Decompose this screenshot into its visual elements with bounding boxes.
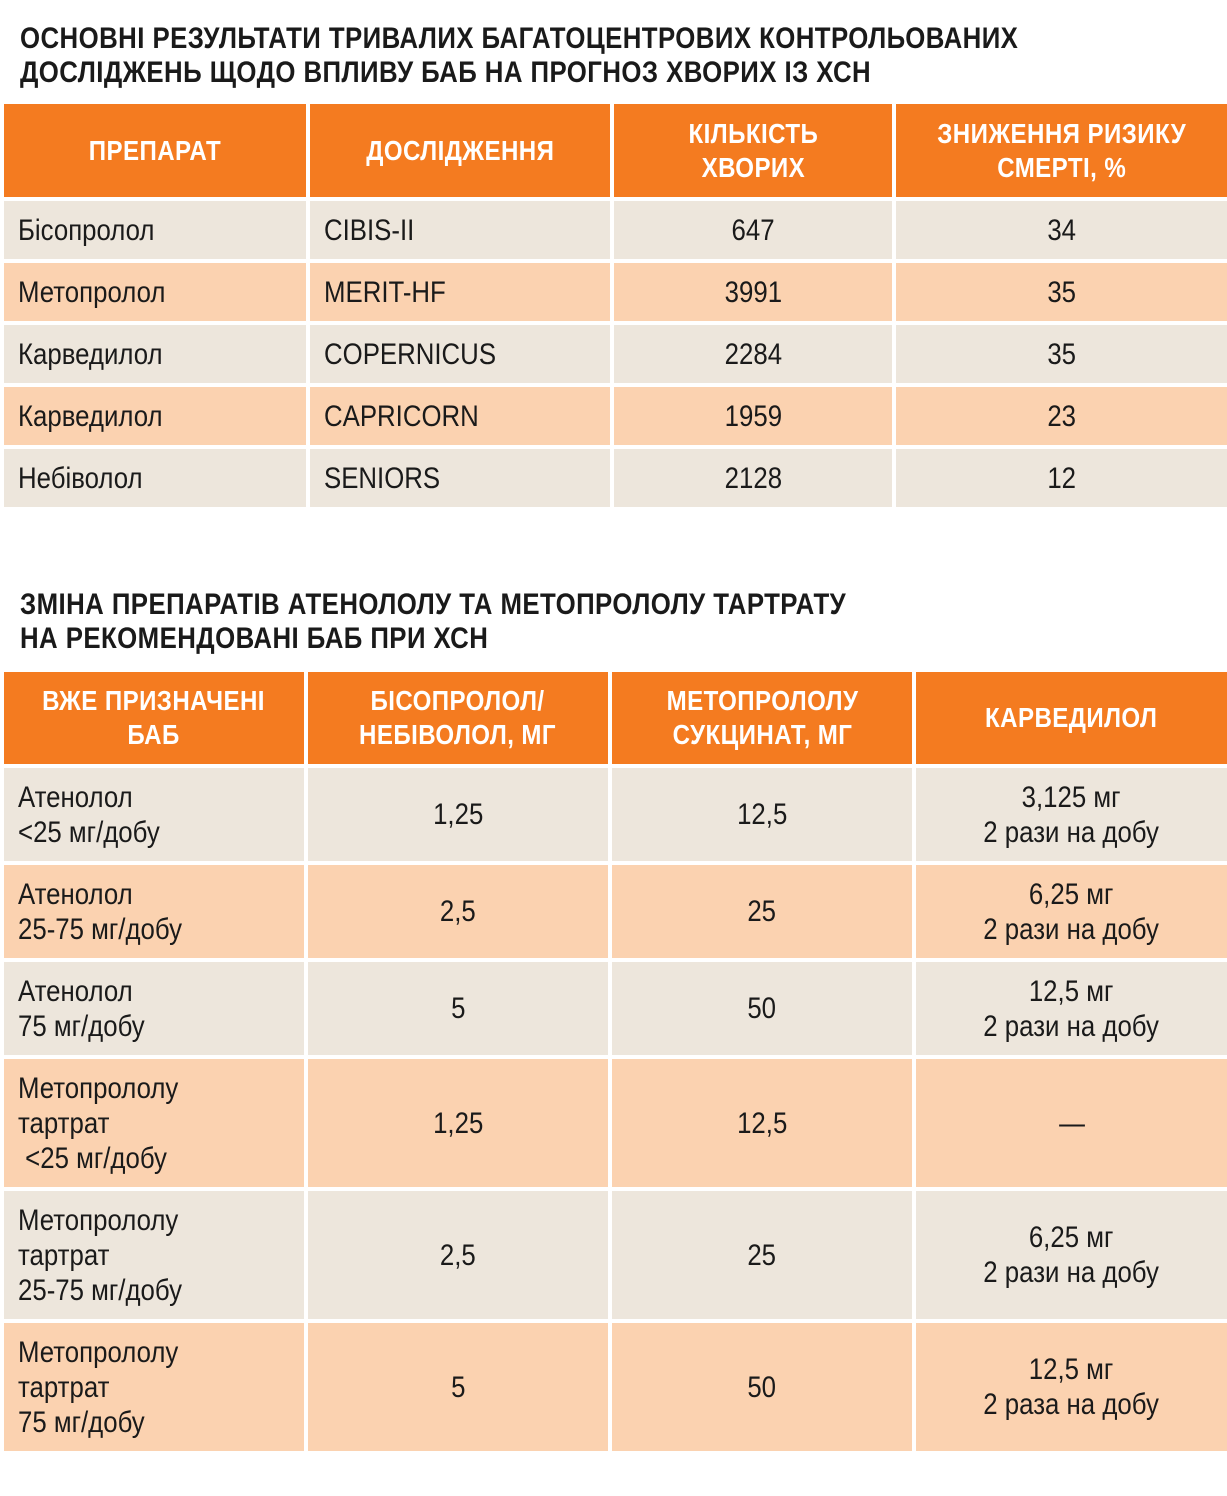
cell-patients: 2128 bbox=[614, 449, 892, 507]
cell-study: COPERNICUS bbox=[310, 325, 610, 383]
table-row: Метопрололу тартрат 25-75 мг/добу 2,5 25 6… bbox=[4, 1191, 1227, 1319]
cell-current-bab: Атенолол 75 мг/добу bbox=[4, 962, 304, 1055]
cell-current-bab: Атенолол <25 мг/добу bbox=[4, 768, 304, 861]
cell-bisoprolol: 2,5 bbox=[308, 865, 608, 958]
cell-patients: 647 bbox=[614, 201, 892, 259]
cell-risk-reduction: 35 bbox=[896, 263, 1227, 321]
cell-drug: Карведилол bbox=[4, 325, 306, 383]
cell-carvedilol: 6,25 мг 2 рази на добу bbox=[916, 865, 1227, 958]
table1-title-line: ОСНОВНІ РЕЗУЛЬТАТИ ТРИВАЛИХ БАГАТОЦЕНТРО… bbox=[20, 22, 1019, 55]
table-row: Атенолол 25-75 мг/добу 2,5 25 6,25 мг 2 ра… bbox=[4, 865, 1227, 958]
column-header-metoprolol-succinate: МЕТОПРОЛОЛУ СУКЦИНАТ, МГ bbox=[612, 672, 912, 764]
cell-current-bab: Атенолол 25-75 мг/добу bbox=[4, 865, 304, 958]
cell-carvedilol: 12,5 мг 2 раза на добу bbox=[916, 1323, 1227, 1451]
cell-metoprolol: 25 bbox=[612, 1191, 912, 1319]
cell-drug: Бісопролол bbox=[4, 201, 306, 259]
cell-bisoprolol: 1,25 bbox=[308, 768, 608, 861]
cell-metoprolol: 12,5 bbox=[612, 768, 912, 861]
table-row: Небіволол SENIORS 2128 12 bbox=[4, 449, 1227, 507]
column-header-patients: КІЛЬКІСТЬ ХВОРИХ bbox=[614, 104, 892, 197]
column-header-risk-reduction: ЗНИЖЕННЯ РИЗИКУ СМЕРТІ, % bbox=[896, 104, 1227, 197]
cell-bisoprolol: 1,25 bbox=[308, 1059, 608, 1187]
table-row: Карведилол COPERNICUS 2284 35 bbox=[4, 325, 1227, 383]
table-row: Бісопролол CIBIS-II 647 34 bbox=[4, 201, 1227, 259]
table1-title: ОСНОВНІ РЕЗУЛЬТАТИ ТРИВАЛИХ БАГАТОЦЕНТРО… bbox=[20, 22, 1018, 90]
cell-carvedilol: 6,25 мг 2 рази на добу bbox=[916, 1191, 1227, 1319]
table-row: Атенолол <25 мг/добу 1,25 12,5 3,125 мг 2 … bbox=[4, 768, 1227, 861]
table-row: Атенолол 75 мг/добу 5 50 12,5 мг 2 рази на… bbox=[4, 962, 1227, 1055]
table-row: Метопролол MERIT-HF 3991 35 bbox=[4, 263, 1227, 321]
cell-current-bab: Метопрололу тартрат <25 мг/добу bbox=[4, 1059, 304, 1187]
cell-study: MERIT-HF bbox=[310, 263, 610, 321]
cell-risk-reduction: 23 bbox=[896, 387, 1227, 445]
column-header-drug: ПРЕПАРАТ bbox=[4, 104, 306, 197]
cell-bisoprolol: 5 bbox=[308, 1323, 608, 1451]
cell-metoprolol: 50 bbox=[612, 962, 912, 1055]
beta-blocker-trials-table: ПРЕПАРАТ ДОСЛІДЖЕННЯ КІЛЬКІСТЬ ХВОРИХ ЗНИ… bbox=[0, 100, 1227, 511]
table2-title-line: ЗМІНА ПРЕПАРАТІВ АТЕНОЛОЛУ ТА МЕТОПРОЛОЛ… bbox=[20, 588, 847, 621]
table2-title: ЗМІНА ПРЕПАРАТІВ АТЕНОЛОЛУ ТА МЕТОПРОЛОЛ… bbox=[20, 588, 846, 656]
cell-patients: 1959 bbox=[614, 387, 892, 445]
beta-blocker-switch-table: ВЖЕ ПРИЗНАЧЕНІ БАБ БІСОПРОЛОЛ/НЕБІВОЛОЛ, … bbox=[0, 668, 1227, 1455]
cell-study: CAPRICORN bbox=[310, 387, 610, 445]
table-header-row: ПРЕПАРАТ ДОСЛІДЖЕННЯ КІЛЬКІСТЬ ХВОРИХ ЗНИ… bbox=[4, 104, 1227, 197]
cell-carvedilol: — bbox=[916, 1059, 1227, 1187]
cell-metoprolol: 12,5 bbox=[612, 1059, 912, 1187]
table1-title-line: ДОСЛІДЖЕНЬ ЩОДО ВПЛИВУ БАБ НА ПРОГНОЗ ХВ… bbox=[20, 56, 872, 89]
cell-patients: 3991 bbox=[614, 263, 892, 321]
cell-study: CIBIS-II bbox=[310, 201, 610, 259]
column-header-study: ДОСЛІДЖЕННЯ bbox=[310, 104, 610, 197]
cell-risk-reduction: 35 bbox=[896, 325, 1227, 383]
cell-drug: Метопролол bbox=[4, 263, 306, 321]
cell-drug: Карведилол bbox=[4, 387, 306, 445]
cell-patients: 2284 bbox=[614, 325, 892, 383]
cell-bisoprolol: 2,5 bbox=[308, 1191, 608, 1319]
cell-bisoprolol: 5 bbox=[308, 962, 608, 1055]
cell-carvedilol: 12,5 мг 2 рази на добу bbox=[916, 962, 1227, 1055]
cell-carvedilol: 3,125 мг 2 рази на добу bbox=[916, 768, 1227, 861]
column-header-bisoprolol-nebivolol: БІСОПРОЛОЛ/НЕБІВОЛОЛ, МГ bbox=[308, 672, 608, 764]
cell-metoprolol: 25 bbox=[612, 865, 912, 958]
cell-risk-reduction: 12 bbox=[896, 449, 1227, 507]
table-row: Метопрололу тартрат 75 мг/добу 5 50 12,5 м… bbox=[4, 1323, 1227, 1451]
table2-title-line: НА РЕКОМЕНДОВАНІ БАБ ПРИ ХСН bbox=[20, 622, 489, 655]
column-header-current-bab: ВЖЕ ПРИЗНАЧЕНІ БАБ bbox=[4, 672, 304, 764]
table-row: Метопрололу тартрат <25 мг/добу 1,25 12,5… bbox=[4, 1059, 1227, 1187]
cell-study: SENIORS bbox=[310, 449, 610, 507]
cell-metoprolol: 50 bbox=[612, 1323, 912, 1451]
cell-drug: Небіволол bbox=[4, 449, 306, 507]
cell-current-bab: Метопрололу тартрат 75 мг/добу bbox=[4, 1323, 304, 1451]
cell-risk-reduction: 34 bbox=[896, 201, 1227, 259]
cell-current-bab: Метопрололу тартрат 25-75 мг/добу bbox=[4, 1191, 304, 1319]
table-row: Карведилол CAPRICORN 1959 23 bbox=[4, 387, 1227, 445]
table-header-row: ВЖЕ ПРИЗНАЧЕНІ БАБ БІСОПРОЛОЛ/НЕБІВОЛОЛ, … bbox=[4, 672, 1227, 764]
column-header-carvedilol: КАРВЕДИЛОЛ bbox=[916, 672, 1227, 764]
